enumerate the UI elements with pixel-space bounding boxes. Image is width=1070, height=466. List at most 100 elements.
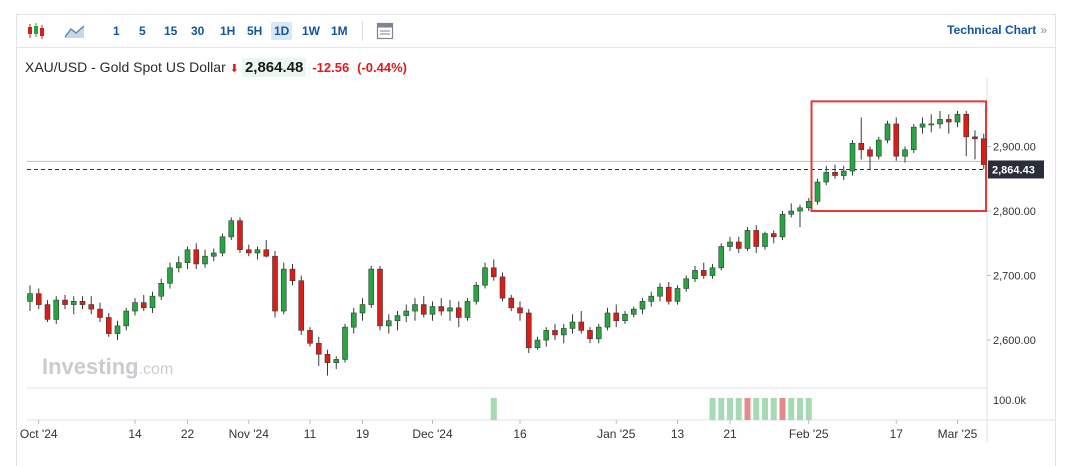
candlestick[interactable] — [97, 302, 103, 322]
candlestick[interactable] — [823, 165, 830, 186]
candlestick[interactable] — [630, 306, 637, 318]
candlestick[interactable] — [307, 327, 313, 347]
candlestick[interactable] — [727, 236, 733, 252]
candlestick[interactable] — [840, 165, 847, 181]
candlestick[interactable] — [228, 217, 235, 241]
candlestick[interactable] — [429, 301, 436, 321]
timeframe-1h[interactable]: 1H — [220, 24, 236, 38]
candlestick[interactable] — [245, 244, 252, 257]
candlestick[interactable] — [368, 265, 375, 308]
candlestick[interactable] — [175, 256, 182, 273]
candlestick[interactable] — [140, 294, 147, 312]
candlestick[interactable] — [44, 300, 51, 322]
candlestick[interactable] — [289, 263, 296, 286]
candlestick[interactable] — [858, 117, 865, 160]
candlestick[interactable] — [438, 298, 445, 316]
candlestick[interactable] — [867, 146, 873, 170]
candlestick[interactable] — [132, 298, 138, 316]
candlestick[interactable] — [980, 133, 987, 170]
candlestick[interactable] — [219, 233, 226, 257]
candlestick[interactable] — [945, 114, 952, 134]
candlestick[interactable] — [473, 282, 480, 305]
candlestick[interactable] — [578, 311, 585, 334]
candlestick[interactable] — [735, 236, 742, 253]
candlestick[interactable] — [884, 120, 891, 144]
candlestick[interactable] — [499, 272, 506, 302]
candlestick[interactable] — [928, 114, 935, 133]
candlestick[interactable] — [692, 265, 698, 282]
candlestick[interactable] — [762, 231, 768, 250]
candlestick[interactable] — [805, 198, 812, 212]
candlestick[interactable] — [832, 164, 838, 179]
candlestick[interactable] — [359, 298, 366, 321]
candlestick[interactable] — [62, 294, 68, 310]
candlestick[interactable] — [123, 307, 130, 331]
timeframe-1d[interactable]: 1D — [271, 22, 293, 40]
candlestick[interactable] — [595, 323, 602, 344]
timeframe-1[interactable]: 1 — [113, 24, 120, 38]
candlestick[interactable] — [158, 278, 165, 301]
candlestick[interactable] — [744, 227, 751, 252]
candlestick[interactable] — [613, 304, 620, 328]
candlestick[interactable] — [254, 246, 261, 260]
candlestick[interactable] — [482, 262, 488, 289]
candlestick[interactable] — [972, 130, 978, 160]
candlestick[interactable] — [525, 309, 532, 353]
candlestick[interactable] — [779, 211, 786, 241]
candlestick[interactable] — [193, 243, 200, 270]
candlestick[interactable] — [263, 240, 270, 258]
candlestick[interactable] — [324, 349, 331, 376]
candlestick-icon[interactable] — [25, 21, 47, 41]
candlestick[interactable] — [167, 262, 173, 289]
candlestick[interactable] — [420, 296, 427, 318]
candlestick[interactable] — [718, 243, 725, 271]
candlestick[interactable] — [674, 285, 681, 305]
timeframe-1m[interactable]: 1M — [331, 24, 348, 38]
candlestick[interactable] — [333, 356, 340, 370]
candlestick[interactable] — [569, 314, 576, 334]
candlestick[interactable] — [797, 204, 803, 228]
candlestick[interactable] — [683, 275, 690, 292]
candlestick[interactable] — [412, 298, 418, 321]
area-chart-icon[interactable] — [63, 21, 87, 41]
candlestick[interactable] — [184, 246, 191, 270]
candlestick[interactable] — [919, 117, 926, 134]
candlestick[interactable] — [508, 294, 515, 312]
candlestick[interactable] — [849, 140, 856, 176]
candlestick[interactable] — [79, 296, 86, 310]
candlestick[interactable] — [788, 203, 795, 218]
candlestick[interactable] — [298, 275, 305, 335]
candlestick[interactable] — [272, 251, 278, 318]
candlestick[interactable] — [648, 291, 655, 307]
candlestick[interactable] — [893, 117, 900, 161]
candlestick[interactable] — [560, 323, 567, 344]
candlestick[interactable] — [88, 296, 95, 315]
candlestick[interactable] — [447, 300, 453, 321]
candlestick[interactable] — [657, 283, 663, 302]
candlestick[interactable] — [543, 327, 550, 347]
candlestick[interactable] — [35, 288, 42, 310]
candlestick[interactable] — [875, 136, 882, 160]
candlestick[interactable] — [455, 301, 462, 328]
candlestick[interactable] — [210, 248, 217, 262]
candlestick[interactable] — [665, 282, 672, 305]
candlestick[interactable] — [490, 259, 497, 281]
candlestick[interactable] — [753, 225, 760, 253]
candlestick[interactable] — [385, 314, 392, 334]
candlestick[interactable] — [534, 336, 541, 350]
candlestick[interactable] — [639, 298, 646, 315]
candlestick[interactable] — [70, 296, 77, 315]
technical-chart-link[interactable]: Technical Chart» — [947, 23, 1047, 37]
candlestick[interactable] — [202, 249, 208, 268]
candlestick[interactable] — [910, 123, 917, 153]
timeframe-5[interactable]: 5 — [139, 24, 146, 38]
candlestick[interactable] — [403, 304, 410, 322]
candlestick[interactable] — [53, 296, 60, 324]
timeframe-30[interactable]: 30 — [191, 24, 205, 38]
candlestick[interactable] — [280, 262, 287, 315]
candlestick[interactable] — [587, 327, 593, 344]
candlestick[interactable] — [517, 301, 523, 321]
timeframe-15[interactable]: 15 — [164, 24, 178, 38]
candlestick[interactable] — [902, 146, 908, 163]
candlestick[interactable] — [342, 323, 348, 363]
